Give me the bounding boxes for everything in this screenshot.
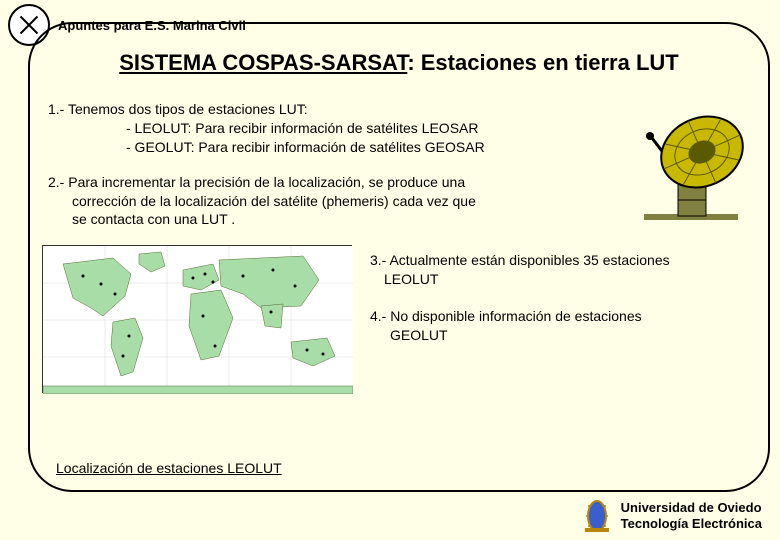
title-rest: : Estaciones en tierra LUT: [407, 50, 678, 75]
title-underlined: SISTEMA COSPAS-SARSAT: [119, 50, 407, 75]
point-4-l2: GEOLUT: [370, 327, 448, 343]
point-3-l1: 3.- Actualmente están disponibles 35 est…: [370, 252, 670, 268]
page-footer: Universidad de Oviedo Tecnología Electró…: [581, 498, 762, 534]
right-points: 3.- Actualmente están disponibles 35 est…: [370, 245, 750, 345]
satellite-dish-illustration: [624, 102, 754, 232]
main-rounded-frame: SISTEMA COSPAS-SARSAT: Estaciones en tie…: [28, 22, 770, 492]
footer-line2: Tecnología Electrónica: [621, 516, 762, 532]
map-caption: Localización de estaciones LEOLUT: [56, 460, 282, 476]
point-4-l1: 4.- No disponible información de estacio…: [370, 308, 642, 324]
point-3-l2: LEOLUT: [370, 271, 438, 287]
point-3: 3.- Actualmente están disponibles 35 est…: [370, 251, 750, 289]
world-map-svg: [43, 246, 353, 394]
point-4: 4.- No disponible información de estacio…: [370, 307, 750, 345]
university-logo-icon: [581, 498, 613, 534]
lower-area: 3.- Actualmente están disponibles 35 est…: [48, 245, 750, 345]
page-title: SISTEMA COSPAS-SARSAT: Estaciones en tie…: [30, 50, 768, 76]
footer-line1: Universidad de Oviedo: [621, 500, 762, 516]
dish-svg: [624, 102, 754, 232]
world-map: [42, 245, 352, 393]
footer-text: Universidad de Oviedo Tecnología Electró…: [621, 500, 762, 531]
